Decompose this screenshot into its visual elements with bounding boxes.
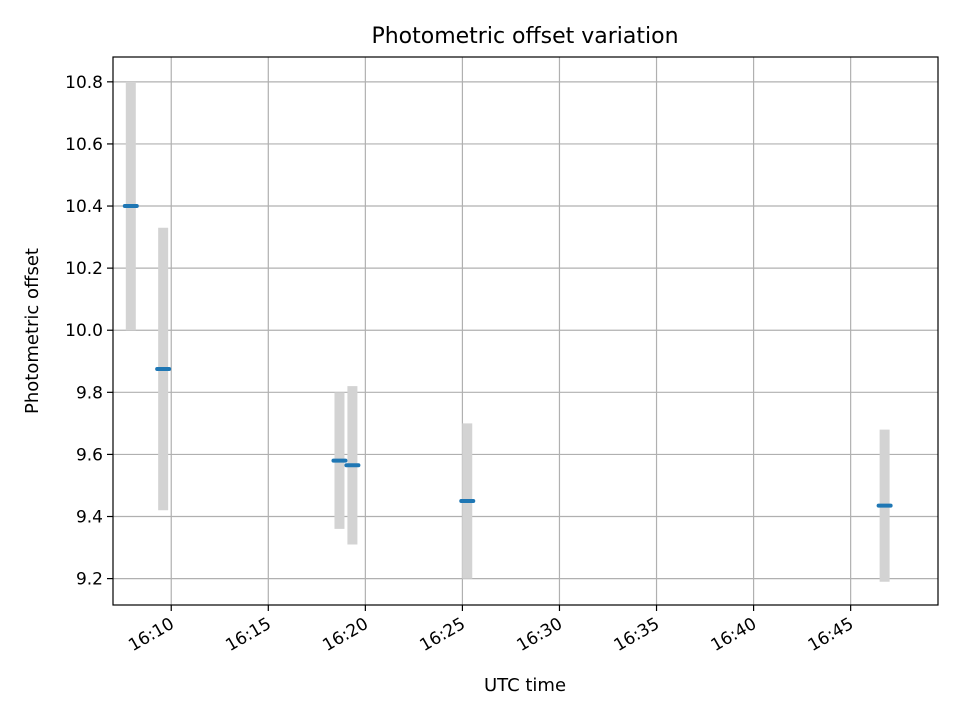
x-tick-label: 16:45: [805, 614, 857, 656]
y-axis-label: Photometric offset: [22, 248, 43, 414]
y-axis-ticks: 9.2 9.4 9.6 9.8 10.0 10.2 10.4 10.6 10.8: [65, 73, 113, 590]
data-markers: [122, 204, 893, 508]
x-tick-label: 16:30: [514, 614, 566, 656]
y-tick-label: 9.2: [76, 570, 103, 590]
chart-title: Photometric offset variation: [371, 24, 678, 49]
y-tick-label: 10.0: [65, 321, 103, 341]
x-tick-label: 16:15: [222, 614, 274, 656]
x-tick-label: 16:10: [125, 614, 177, 656]
y-tick-label: 9.4: [76, 508, 103, 528]
y-tick-label: 9.8: [76, 383, 103, 403]
x-tick-label: 16:20: [319, 614, 371, 656]
y-tick-label: 9.6: [76, 445, 103, 465]
x-tick-label: 16:25: [416, 614, 468, 656]
x-axis-ticks: 16:10 16:15 16:20 16:25 16:30 16:35 16:40 16:45: [125, 605, 857, 656]
y-tick-label: 10.4: [65, 197, 103, 217]
error-bars: [125, 81, 890, 582]
plot-area-frame: [112, 56, 939, 606]
x-axis-label: UTC time: [484, 675, 566, 696]
grid-lines: [113, 57, 938, 605]
x-tick-label: 16:35: [611, 614, 663, 656]
y-tick-label: 10.6: [65, 135, 103, 155]
y-tick-label: 10.8: [65, 73, 103, 93]
y-tick-label: 10.2: [65, 259, 103, 279]
x-tick-label: 16:40: [708, 614, 760, 656]
